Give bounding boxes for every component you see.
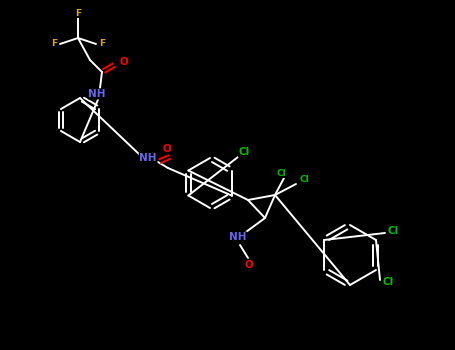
Text: NH: NH	[229, 232, 247, 242]
Text: Cl: Cl	[238, 147, 250, 157]
Text: Cl: Cl	[387, 226, 399, 236]
Text: Cl: Cl	[299, 175, 309, 184]
Text: NH: NH	[139, 153, 157, 163]
Text: O: O	[120, 57, 128, 67]
Text: O: O	[162, 144, 172, 154]
Text: F: F	[51, 40, 57, 49]
Text: Cl: Cl	[382, 277, 394, 287]
Text: Cl: Cl	[276, 168, 286, 177]
Text: F: F	[75, 8, 81, 18]
Text: NH: NH	[88, 89, 106, 99]
Text: O: O	[245, 260, 253, 270]
Text: F: F	[99, 40, 105, 49]
